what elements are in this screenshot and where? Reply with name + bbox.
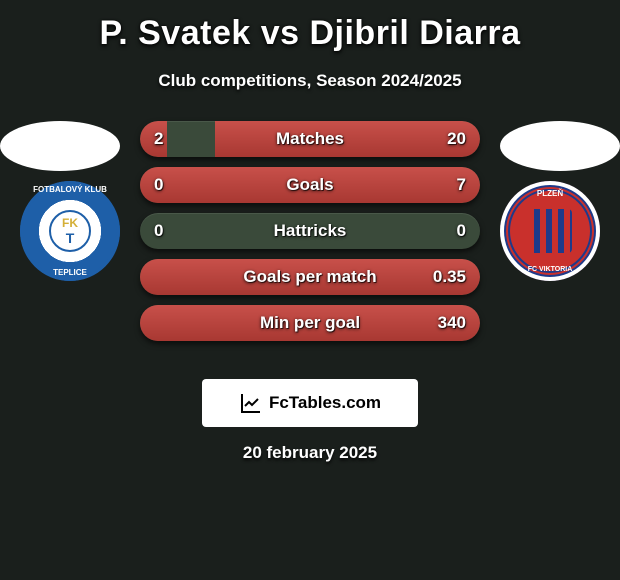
chart-icon (239, 391, 263, 415)
player-silhouette-right (500, 121, 620, 171)
stat-label: Min per goal (260, 313, 360, 333)
watermark-text: FcTables.com (269, 393, 381, 413)
player-silhouette-left (0, 121, 120, 171)
stat-value-right: 0.35 (433, 267, 466, 287)
stat-value-left: 2 (154, 129, 163, 149)
watermark: FcTables.com (202, 379, 418, 427)
club-badge-left: FK T FOTBALOVÝ KLUB TEPLICE (20, 181, 120, 281)
subtitle: Club competitions, Season 2024/2025 (0, 71, 620, 91)
club-badge-right: PLZEŇ FC VIKTORIA (500, 181, 600, 281)
stat-row: 0 7 Goals (140, 167, 480, 203)
stat-row: 340 Min per goal (140, 305, 480, 341)
stat-label: Hattricks (274, 221, 347, 241)
stat-label: Goals (286, 175, 333, 195)
stats-list: 2 20 Matches 0 7 Goals 0 0 Hattricks 0.35 Goals pe… (140, 121, 480, 351)
stat-value-right: 0 (457, 221, 466, 241)
stat-row: 2 20 Matches (140, 121, 480, 157)
stat-row: 0 0 Hattricks (140, 213, 480, 249)
stat-label: Matches (276, 129, 344, 149)
stat-fill-right (215, 121, 480, 157)
date-text: 20 february 2025 (0, 443, 620, 463)
stat-value-right: 20 (447, 129, 466, 149)
badge-left-fk: FK (62, 216, 78, 230)
badge-right-top: PLZEŇ (537, 189, 563, 198)
badge-right-bottom: FC VIKTORIA (528, 266, 573, 273)
stat-row: 0.35 Goals per match (140, 259, 480, 295)
page-title: P. Svatek vs Djibril Diarra (0, 0, 620, 53)
comparison-panel: FK T FOTBALOVÝ KLUB TEPLICE PLZEŇ FC VIK… (0, 121, 620, 361)
stat-value-right: 340 (438, 313, 466, 333)
stat-label: Goals per match (243, 267, 376, 287)
badge-left-t: T (66, 230, 75, 246)
stat-value-left: 0 (154, 221, 163, 241)
stat-value-left: 0 (154, 175, 163, 195)
badge-right-stripes (528, 209, 572, 253)
stat-value-right: 7 (457, 175, 466, 195)
